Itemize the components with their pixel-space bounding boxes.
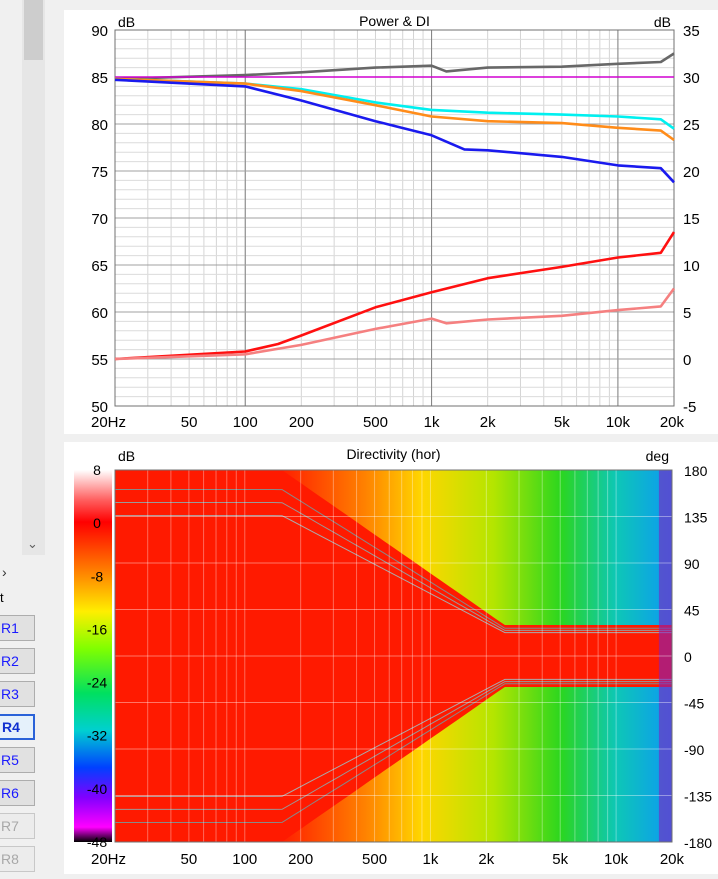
y-right-tick-label: 25 (683, 117, 700, 134)
y-right-tick-label: 180 (684, 463, 708, 479)
y-right-unit: dB (654, 14, 671, 30)
plot-frame (114, 469, 673, 843)
series-line-3 (114, 77, 675, 142)
chart-title: Power & DI (359, 13, 430, 29)
x-tick-label: 500 (362, 851, 387, 868)
contour-line (115, 683, 672, 823)
colorbar-tick-label: 0 (93, 515, 101, 531)
colorbar-tick-label: -48 (87, 834, 107, 850)
series-line-5 (114, 231, 676, 361)
series-line-6 (114, 287, 676, 361)
y-right-unit: deg (646, 448, 669, 464)
y-left-tick-label: 90 (91, 23, 108, 40)
y-left-tick-label: 55 (91, 352, 108, 369)
y-right-tick-label: -180 (684, 835, 712, 851)
y-left-tick-label: 75 (91, 164, 108, 181)
x-tick-label: 200 (289, 414, 314, 431)
y-left-tick-label: 50 (91, 399, 108, 416)
y-left-unit: dB (118, 14, 135, 30)
x-tick-label: 20Hz (91, 851, 126, 868)
colorbar-tick-label: -24 (87, 675, 107, 691)
list-scrollbar[interactable] (22, 0, 45, 555)
response-button-r3[interactable]: R3 (0, 681, 35, 707)
x-tick-label: 2k (478, 851, 494, 868)
x-tick-label: 10k (604, 851, 629, 868)
y-right-tick-label: -5 (683, 399, 696, 416)
contour-line (115, 681, 672, 810)
power-di-grid (115, 29, 674, 407)
chart-title: Directivity (hor) (346, 446, 440, 462)
x-tick-label: 100 (232, 851, 257, 868)
expand-arrow-icon[interactable]: › (2, 564, 7, 580)
list-scroll-thumb[interactable] (24, 0, 43, 60)
colorbar-tick-label: -16 (87, 621, 107, 637)
y-right-tick-label: -135 (684, 789, 712, 805)
x-tick-label: 20k (660, 851, 685, 868)
y-left-unit: dB (118, 448, 135, 464)
x-tick-label: 20Hz (91, 414, 126, 431)
response-button-r2[interactable]: R2 (0, 648, 35, 674)
x-tick-label: 5k (552, 851, 568, 868)
response-button-r6[interactable]: R6 (0, 780, 35, 806)
y-left-tick-label: 60 (91, 305, 108, 322)
series-line-4 (114, 78, 675, 184)
colorbar-tick-label: 8 (93, 462, 101, 478)
response-button-r7[interactable]: R7 (0, 813, 35, 839)
x-tick-label: 50 (181, 851, 198, 868)
response-button-r1[interactable]: R1 (0, 615, 35, 641)
x-tick-label: 1k (423, 851, 439, 868)
directivity-chart: 8 0 -8 -16 -24 -32 -40 -48 180 135 90 45 0 -45 -90 -135… (74, 446, 712, 868)
x-tick-label: 50 (181, 414, 198, 431)
group-label: t (0, 590, 4, 605)
response-button-r4[interactable]: R4 (0, 714, 35, 740)
y-right-tick-label: 90 (684, 556, 700, 572)
y-left-tick-label: 65 (91, 258, 108, 275)
colorbar-tick-label: -8 (91, 568, 104, 584)
y-right-tick-label: 10 (683, 258, 700, 275)
y-right-tick-label: -90 (684, 742, 704, 758)
x-tick-label: 1k (424, 414, 440, 431)
colorbar-tick-label: -40 (87, 781, 107, 797)
y-right-tick-label: 5 (683, 305, 691, 322)
contour-line (115, 515, 672, 634)
scroll-down-chevron-icon[interactable]: ⌄ (27, 536, 38, 551)
y-right-tick-label: 135 (684, 510, 708, 526)
x-tick-label: 20k (660, 414, 685, 431)
power-di-panel: 50 55 60 65 70 75 80 85 90 -5 0 5 10 15 20 25 30 35 20Hz 50… (64, 10, 718, 434)
y-right-tick-label: 45 (684, 603, 700, 619)
y-right-tick-label: 0 (684, 649, 692, 665)
y-right-tick-label: 15 (683, 211, 700, 228)
y-right-tick-label: 0 (683, 352, 691, 369)
y-right-tick-label: -45 (684, 696, 704, 712)
left-sidebar: ⌄ › t R1 R2 R3 R4 R5 R6 R7 R8 (0, 0, 58, 878)
y-right-tick-label: 20 (683, 164, 700, 181)
contour-line (115, 678, 672, 797)
x-tick-label: 200 (288, 851, 313, 868)
y-left-tick-label: 80 (91, 117, 108, 134)
response-button-r5[interactable]: R5 (0, 747, 35, 773)
heatmap-lower-region (115, 687, 672, 842)
x-tick-label: 2k (480, 414, 496, 431)
y-left-tick-label: 85 (91, 70, 108, 87)
directivity-panel: 8 0 -8 -16 -24 -32 -40 -48 180 135 90 45 0 -45 -90 -135… (64, 442, 718, 874)
y-left-tick-label: 70 (91, 211, 108, 228)
colorbar-tick-label: -32 (87, 728, 107, 744)
y-right-tick-label: 35 (683, 23, 700, 40)
contour-line (115, 502, 672, 631)
contour-line (115, 489, 672, 629)
x-tick-label: 500 (363, 414, 388, 431)
x-tick-label: 100 (233, 414, 258, 431)
plot-frame (114, 29, 675, 407)
heatmap-upper-region (115, 470, 672, 625)
y-right-tick-label: 30 (683, 70, 700, 87)
heatmap-hf-band (658, 470, 672, 842)
response-button-r8[interactable]: R8 (0, 846, 35, 872)
series-line-0 (114, 52, 675, 81)
x-tick-label: 5k (554, 414, 570, 431)
colorbar (74, 470, 112, 842)
x-tick-label: 10k (606, 414, 631, 431)
